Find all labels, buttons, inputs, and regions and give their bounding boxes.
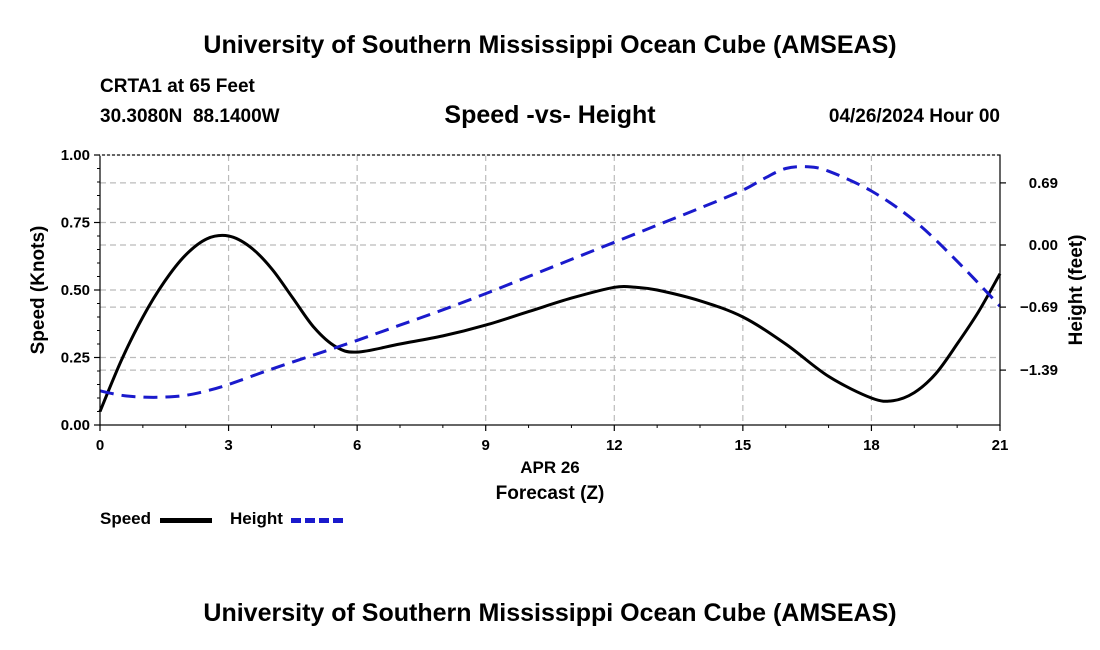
forecast-datetime: 04/26/2024 Hour 00: [828, 106, 1000, 127]
coordinates-label: 30.3080N 88.1400W: [100, 106, 280, 127]
x-tick-label: 3: [224, 437, 232, 454]
legend-speed-label: Speed: [100, 509, 152, 528]
legend-height-label: Height: [230, 509, 283, 528]
y-tick-label: 0.75: [61, 215, 90, 232]
y2-tick-label: 0.00: [1029, 237, 1058, 254]
y-axis-title: Speed (Knots): [28, 226, 49, 355]
chart-title: Speed -vs- Height: [444, 101, 656, 129]
y-tick-label: 0.50: [61, 282, 90, 299]
series-lines: [98, 165, 1002, 413]
station-label: CRTA1 at 65 Feet: [100, 76, 255, 97]
x-tick-label: 9: [482, 437, 490, 454]
bottom-title: University of Southern Mississippi Ocean…: [203, 599, 897, 627]
axis-ticks: [94, 154, 1006, 431]
legend-height-swatch: [291, 518, 343, 523]
grid-lines: [100, 155, 1000, 425]
y-tick-label: 0.25: [61, 350, 90, 367]
x-axis-title: Forecast (Z): [495, 483, 605, 504]
y2-tick-label: −0.69: [1020, 299, 1058, 316]
x-tick-label: 12: [606, 437, 623, 454]
series-line-speed: [98, 233, 1002, 413]
x-tick-label: 15: [735, 437, 752, 454]
legend-speed-swatch: [160, 518, 212, 523]
y2-tick-label: −1.39: [1020, 362, 1058, 379]
x-axis-date-label: APR 26: [520, 458, 580, 477]
y-tick-label: 0.00: [61, 417, 90, 434]
x-tick-label: 6: [353, 437, 361, 454]
y2-axis-title: Height (feet): [1066, 235, 1087, 346]
axis-labels: 0 3 6 9 12 15 18 21 0.00 0.25 0.50 0.75 1.00 0.69 0.00…: [28, 147, 1087, 454]
series-line-height: [99, 165, 1002, 399]
x-tick-label: 18: [863, 437, 880, 454]
x-tick-label: 0: [96, 437, 104, 454]
y2-tick-label: 0.69: [1029, 175, 1058, 192]
top-title: University of Southern Mississippi Ocean…: [203, 31, 897, 59]
x-tick-label: 21: [992, 437, 1009, 454]
y-tick-label: 1.00: [61, 147, 90, 164]
